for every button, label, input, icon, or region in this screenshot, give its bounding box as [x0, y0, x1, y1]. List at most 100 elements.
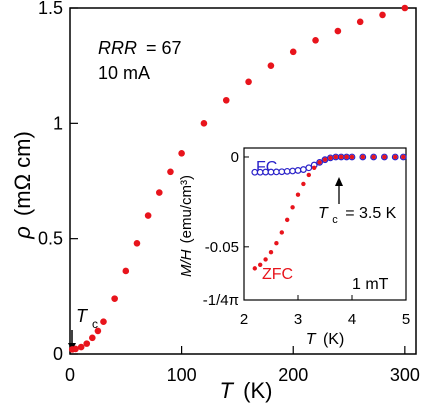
fc-data-point: [267, 168, 275, 176]
main-data-point: [133, 239, 141, 247]
fc-data-point: [278, 168, 286, 176]
main-x-tick-label: 200: [278, 365, 308, 385]
current-annotation: 10 mA: [98, 63, 150, 83]
zfc-data-point: [252, 266, 257, 271]
main-data-point: [94, 327, 102, 335]
zfc-data-point: [328, 155, 333, 161]
main-data-point: [89, 334, 96, 342]
zfc-data-point: [339, 154, 344, 160]
zfc-data-point: [360, 154, 365, 160]
rrr-value: = 67: [146, 38, 182, 58]
main-y-tick-label: 1: [53, 113, 63, 133]
main-data-point: [83, 340, 91, 347]
main-y-tick-label: 0.5: [38, 229, 63, 249]
zfc-data-point: [279, 230, 284, 235]
main-y-axis-unit: (mΩ cm): [10, 131, 35, 216]
main-points-layer: [68, 4, 409, 353]
main-data-point: [144, 212, 152, 219]
fc-data-point: [300, 166, 307, 173]
inset-tc-arrow-head: [335, 177, 343, 186]
inset-x-tick-label: 2: [240, 311, 248, 328]
main-y-tick-label: 0: [53, 344, 63, 364]
main-tc-sub: c: [92, 317, 98, 331]
inset-y-tick-label: -1/4π: [203, 292, 239, 309]
zfc-data-point: [349, 154, 355, 160]
zfc-data-point: [322, 157, 328, 162]
fc-data-point: [262, 168, 270, 176]
zfc-data-point: [290, 205, 295, 210]
main-tc-annotation: T c: [76, 306, 98, 331]
main-data-point: [155, 189, 163, 196]
inset-field-annotation: 1 mT: [352, 276, 389, 293]
zfc-data-point: [344, 154, 349, 160]
inset-tc-value: = 3.5 K: [345, 205, 396, 222]
main-y-axis-label: ρ (mΩ cm): [10, 131, 35, 240]
zfc-data-point: [333, 154, 338, 160]
main-data-point: [200, 120, 208, 127]
fc-data-point: [289, 167, 297, 175]
zfc-data-point: [401, 154, 406, 160]
fc-data-point: [251, 168, 259, 176]
fc-data-point: [305, 164, 313, 172]
zfc-data-point: [382, 154, 387, 160]
inset-y-axis-label: M/H (emu/cm³): [178, 175, 195, 277]
main-x-tick-label: 300: [390, 365, 420, 385]
inset-x-tick-label: 5: [402, 311, 410, 328]
main-x-tick-label: 0: [65, 365, 75, 385]
inset-points-layer: [251, 153, 407, 271]
fc-data-point: [294, 167, 302, 174]
inset-y-tick-label: 0: [231, 149, 239, 166]
zfc-data-point: [263, 257, 268, 262]
main-data-point: [178, 150, 185, 157]
main-data-point: [222, 96, 230, 104]
zfc-data-point: [268, 250, 274, 255]
fc-data-point: [283, 167, 291, 175]
zfc-data-point: [285, 217, 290, 223]
main-data-point: [356, 18, 364, 26]
main-x-tick-label: 100: [167, 365, 197, 385]
zfc-series-label: ZFC: [262, 266, 293, 283]
inset-tc-sub: c: [332, 214, 338, 226]
inset-tc-var: T: [318, 205, 329, 222]
main-y-tick-label: 1.5: [38, 0, 63, 18]
main-data-point: [312, 36, 319, 44]
rrr-annotation: RRR = 67: [98, 38, 182, 58]
main-ticks-layer: 0 100 200 300 0 0.5 1 1.5: [38, 0, 420, 385]
main-plot-frame: [69, 7, 417, 355]
zfc-data-point: [317, 160, 322, 165]
zfc-data-point: [312, 165, 317, 170]
inset-x-tick-label: 3: [294, 311, 302, 328]
main-data-point: [167, 168, 174, 176]
inset-x-tick-label: 4: [348, 311, 356, 328]
main-tc-var: T: [76, 306, 89, 326]
main-x-axis-var: T: [220, 378, 235, 403]
rrr-label: RRR: [98, 38, 137, 58]
main-data-point: [72, 345, 79, 353]
fc-data-point: [256, 168, 264, 176]
inset-tc-annotation: T c = 3.5 K: [318, 205, 397, 227]
zfc-data-point: [258, 262, 263, 267]
main-data-point: [401, 4, 409, 12]
main-data-point: [77, 343, 85, 351]
zfc-data-point: [301, 181, 306, 187]
main-data-point: [289, 48, 297, 56]
main-data-point: [334, 27, 342, 35]
inset-y-axis-unit: (emu/cm³): [178, 175, 195, 243]
fc-data-point: [273, 168, 280, 176]
main-x-axis-label: T (K): [220, 378, 273, 403]
main-x-axis-unit: (K): [243, 378, 272, 403]
main-y-axis-var: ρ: [10, 226, 35, 240]
main-data-point: [245, 78, 252, 86]
inset-ticks-layer: 2 3 4 5 0 -0.05 -1/4π: [203, 149, 410, 328]
inset-y-axis-var: M/H: [178, 249, 195, 277]
inset-x-axis-unit: (K): [323, 331, 344, 348]
main-data-point: [379, 11, 386, 19]
inset-x-axis-var: T: [306, 331, 317, 348]
inset-y-tick-label: -0.05: [205, 239, 239, 256]
main-data-point: [267, 62, 275, 69]
zfc-data-point: [274, 241, 279, 246]
main-data-point: [122, 267, 130, 275]
main-data-point: [100, 318, 107, 326]
zfc-data-point: [393, 154, 398, 160]
